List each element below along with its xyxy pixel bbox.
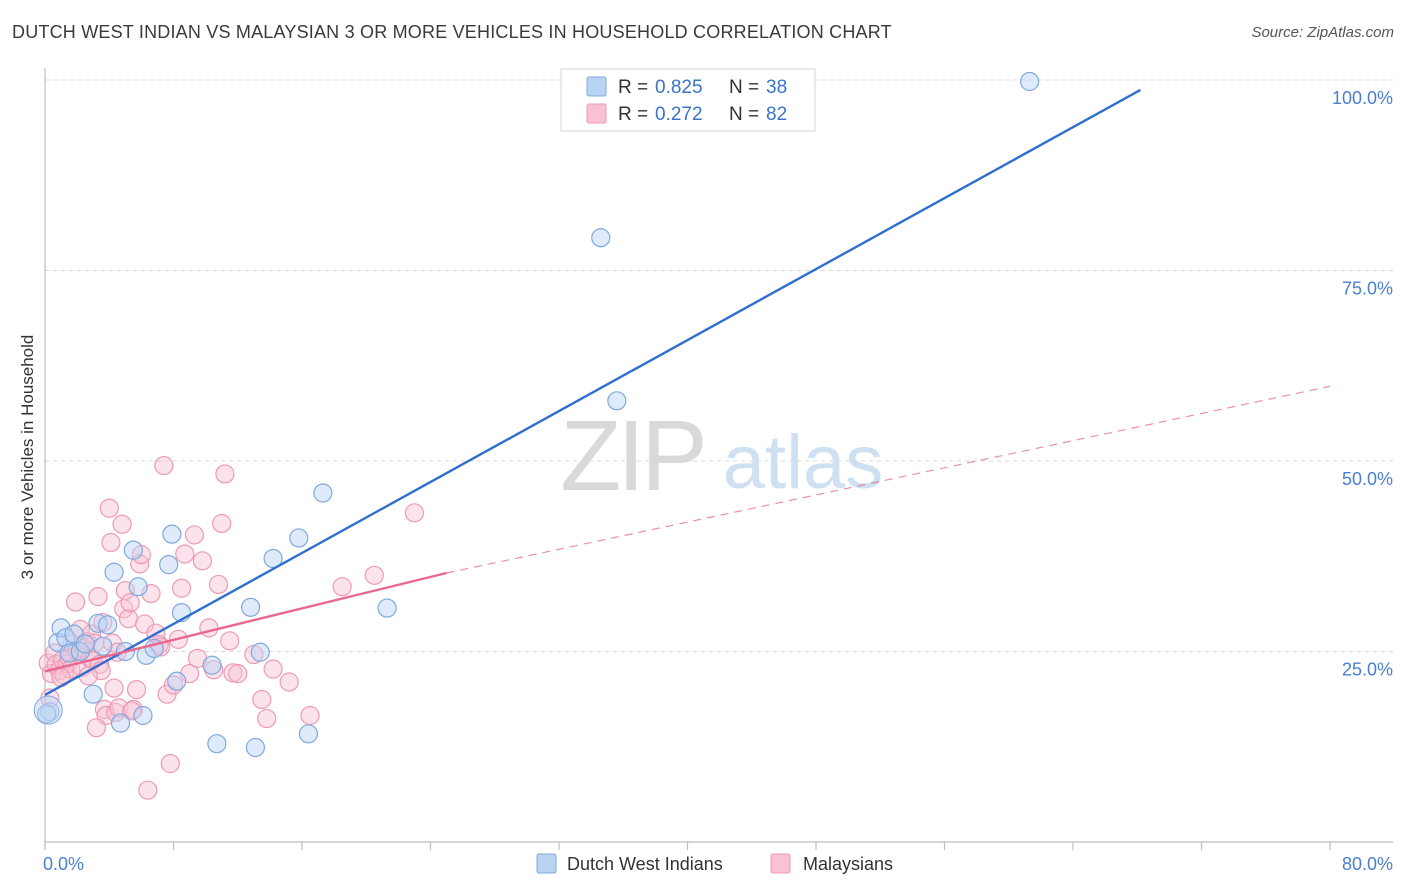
bottom-legend-swatch-blue [536, 853, 557, 874]
dutch-west-indians-point [98, 615, 118, 635]
dutch-west-indians-point [159, 555, 179, 575]
grid [45, 79, 1393, 652]
y-axis-label: 3 or more Vehicles in Household [18, 335, 37, 580]
dutch-west-indians-point [202, 655, 222, 675]
legend-r-label-2: R = [618, 104, 648, 125]
dutch-west-indians-point [289, 528, 309, 548]
malaysians-point [192, 551, 213, 571]
legend-swatch-pink [586, 103, 607, 124]
legend-n-label-2: N = [729, 104, 759, 125]
malaysians-point [112, 514, 132, 534]
dutch-west-indians-point [133, 705, 153, 726]
y-tick-label: 25.0% [1342, 660, 1393, 680]
watermark-atlas: atlas [723, 420, 884, 505]
malaysians-point [78, 666, 98, 686]
y-tick-label: 100.0% [1332, 88, 1393, 108]
malaysians-point [175, 544, 195, 564]
malaysians-point [184, 525, 204, 545]
malaysians-point [279, 672, 299, 692]
source-label: Source: ZipAtlas.com [1251, 24, 1394, 41]
dutch-west-indians-point [377, 598, 397, 618]
dutch-west-indians-point [83, 684, 103, 704]
watermark-zip: ZIP [560, 400, 704, 512]
x-tick-label-min: 0.0% [43, 854, 84, 874]
y-tick-label: 50.0% [1342, 469, 1393, 489]
malaysians-point [171, 578, 192, 598]
dutch-west-indians-point [250, 642, 270, 662]
dutch-west-indians-point [313, 483, 333, 503]
stats-legend: R = 0.825 N = 38 R = 0.272 N = 82 [560, 68, 816, 132]
malaysians-point [364, 565, 384, 585]
malaysians-point [118, 609, 139, 629]
trend-lines [44, 88, 1331, 696]
dutch-west-indians-point [607, 391, 627, 411]
legend-r-label-1: R = [618, 77, 648, 98]
dutch-west-indians-point [93, 636, 113, 656]
malaysians-point [332, 577, 352, 597]
y-tick-label: 75.0% [1342, 279, 1393, 299]
bottom-legend-label-blue: Dutch West Indians [567, 854, 723, 874]
legend-swatch-blue [586, 76, 607, 97]
malaysians-point [86, 718, 107, 738]
malaysians-point [163, 675, 184, 695]
dutch-west-indians-point [245, 737, 266, 758]
malaysians-point [212, 513, 232, 534]
malaysians-point [160, 753, 180, 774]
dutch-west-indians-point [1020, 71, 1040, 92]
malaysians-point [99, 498, 119, 518]
legend-n-value-2: 82 [766, 104, 787, 125]
malaysians-point [215, 464, 235, 484]
malaysians-point [38, 653, 58, 673]
malaysians-point [257, 708, 277, 729]
dutch-west-indians-point [241, 597, 261, 617]
axes: 25.0% 50.0% 75.0% 100.0% [44, 68, 1393, 850]
malaysians-point [104, 678, 124, 698]
legend-r-value-1: 0.825 [655, 77, 703, 98]
legend-r-value-2: 0.272 [655, 104, 703, 125]
malaysians-point [101, 532, 121, 553]
malaysians-point [120, 593, 140, 613]
dutch-west-indians-point [104, 562, 124, 582]
malaysians-point [208, 574, 229, 595]
malaysians-point [126, 679, 147, 700]
malaysians-trendline-extension [446, 385, 1331, 574]
malaysians-trendline [44, 571, 447, 673]
legend-n-value-1: 38 [766, 77, 787, 98]
dutch-west-indians-point [591, 228, 611, 248]
malaysians-point [228, 663, 248, 684]
dutch-west-indians-point [263, 548, 283, 569]
dutch-west-indians-point [162, 524, 182, 544]
bottom-legend-swatch-pink [770, 853, 791, 874]
dutch-west-indians-point [128, 577, 148, 597]
dutch-west-indians-point [75, 634, 95, 654]
malaysians-points [38, 455, 425, 800]
dutch-west-indians-point-cluster [33, 695, 63, 725]
x-tick-label-max: 80.0% [1342, 854, 1393, 874]
dutch-west-indians-points [33, 71, 1040, 758]
dutch-west-indians-point [167, 671, 187, 691]
dutch-west-indians-trendline [44, 88, 1142, 696]
dutch-west-indians-point [123, 540, 143, 560]
malaysians-point [199, 618, 219, 638]
legend-n-label-1: N = [729, 77, 759, 98]
malaysians-point [404, 503, 425, 523]
dutch-west-indians-point [298, 724, 319, 744]
series-legend: Dutch West Indians Malaysians [536, 853, 893, 874]
chart-title: DUTCH WEST INDIAN VS MALAYSIAN 3 OR MORE… [12, 22, 892, 42]
malaysians-point [300, 705, 320, 726]
malaysians-point [220, 631, 240, 651]
dutch-west-indians-point [207, 734, 227, 754]
malaysians-point [115, 580, 135, 601]
dutch-west-indians-point [88, 613, 108, 633]
malaysians-point [138, 780, 158, 800]
malaysians-point [122, 701, 142, 721]
bottom-legend-label-pink: Malaysians [803, 854, 893, 874]
malaysians-point [154, 455, 174, 476]
malaysians-point [263, 659, 283, 679]
malaysians-point [252, 689, 272, 710]
malaysians-point [88, 587, 108, 607]
dutch-west-indians-point [110, 713, 131, 733]
malaysians-point [65, 592, 86, 612]
